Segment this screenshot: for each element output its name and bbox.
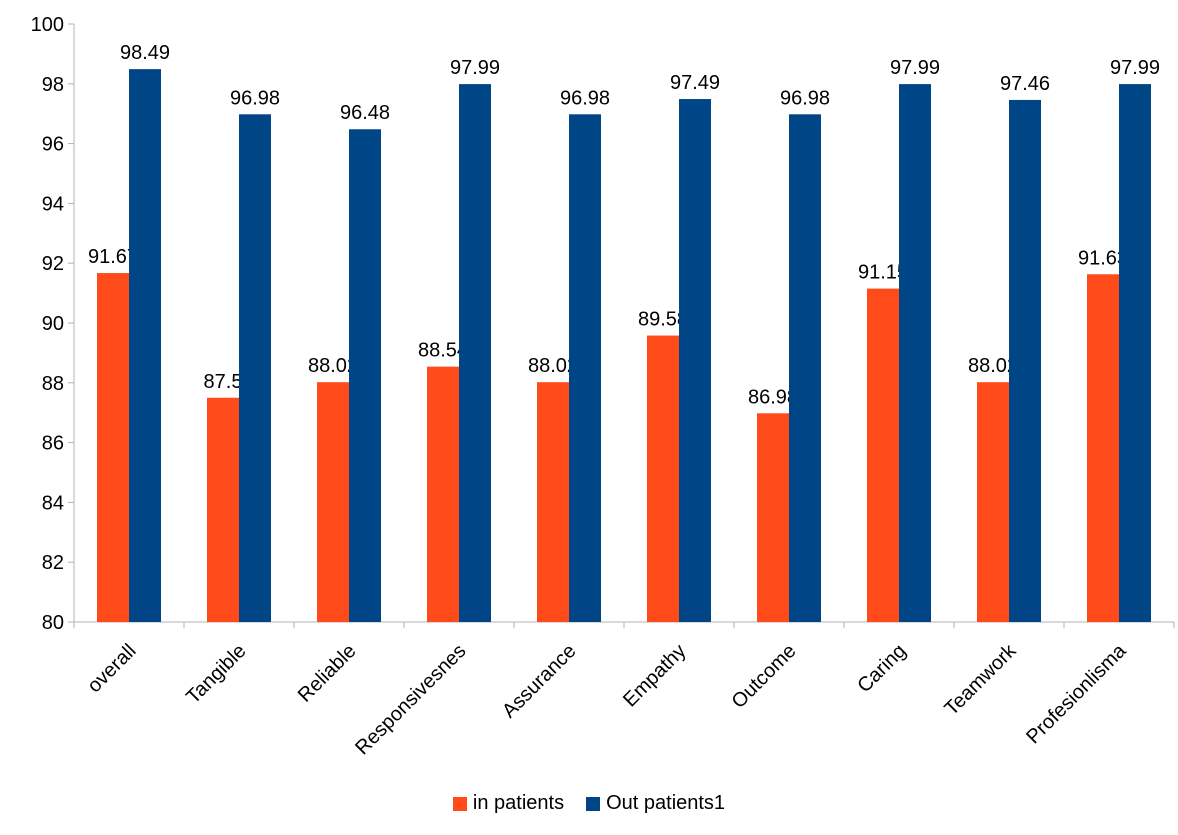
bar-out-patients-overall <box>129 69 161 623</box>
data-label: 97.99 <box>450 57 500 79</box>
x-tick-label: Profesionlisma <box>1022 639 1131 748</box>
bar-out-patients-outcome <box>789 114 821 622</box>
bar-in-patients-overall <box>97 273 129 622</box>
data-label: 97.99 <box>890 57 940 79</box>
data-label: 91.15 <box>858 262 908 284</box>
bar-out-patients-reliable <box>349 129 381 623</box>
legend-swatch-out-patients <box>586 796 601 811</box>
legend-label-out-patients: Out patients1 <box>606 792 726 814</box>
data-label: 88.02 <box>308 355 358 377</box>
bar-out-patients-tangible <box>239 114 271 622</box>
x-tick-label: Teamwork <box>941 639 1022 720</box>
y-tick-label: 94 <box>42 193 64 215</box>
x-tick-label: Outcome <box>728 640 801 713</box>
y-tick-label: 96 <box>42 134 64 156</box>
data-label: 89.58 <box>638 309 688 331</box>
data-label: 88.02 <box>528 355 578 377</box>
legend-swatch-in-patients <box>452 796 467 811</box>
data-label: 96.98 <box>230 87 280 109</box>
y-tick-label: 100 <box>31 14 64 36</box>
legend-item-in-patients: in patients <box>452 792 565 815</box>
x-tick-label: Reliable <box>294 640 361 707</box>
data-label: 97.99 <box>1110 57 1160 79</box>
bar-chart: 80 82 84 86 88 90 92 94 96 98 100 91.67 98.49 overall… <box>31 14 1175 759</box>
bar-out-patients-profesionlisma <box>1119 84 1151 622</box>
y-tick-label: 86 <box>42 433 64 455</box>
bar-out-patients-empathy <box>679 99 711 622</box>
x-tick-label: Empathy <box>619 640 690 711</box>
data-label: 97.49 <box>670 72 720 94</box>
data-label: 97.46 <box>1000 73 1050 95</box>
bar-in-patients-assurance <box>537 382 569 622</box>
data-label: 96.48 <box>340 102 390 124</box>
data-label: 96.98 <box>560 87 610 109</box>
data-label: 88.02 <box>968 355 1018 377</box>
bar-in-patients-empathy <box>647 335 679 622</box>
x-tick-label: Responsivesnes <box>351 640 470 759</box>
data-label: 91.63 <box>1078 247 1128 269</box>
bar-in-patients-caring <box>867 288 899 622</box>
y-tick-label: 88 <box>42 373 64 395</box>
y-tick-label: 84 <box>42 492 64 514</box>
bar-out-patients-teamwork <box>1009 99 1041 623</box>
bar-in-patients-responsivesnes <box>427 366 459 622</box>
x-tick-label: overall <box>83 640 140 697</box>
legend-label-in-patients: in patients <box>472 792 565 814</box>
data-label: 98.49 <box>120 42 170 64</box>
y-tick-label: 98 <box>42 74 64 96</box>
x-tick-label: Caring <box>853 640 910 697</box>
y-tick-label: 90 <box>42 313 64 335</box>
x-tick-label: Tangible <box>182 640 250 708</box>
x-tick-label: Assurance <box>498 640 580 722</box>
bar-out-patients-caring <box>899 84 931 622</box>
bar-in-patients-profesionlisma <box>1087 274 1119 622</box>
bar-in-patients-outcome <box>757 413 789 622</box>
y-tick-label: 92 <box>42 253 64 275</box>
bar-out-patients-responsivesnes <box>459 84 491 622</box>
y-tick-label: 80 <box>42 612 64 634</box>
legend-item-out-patients: Out patients1 <box>586 792 725 815</box>
data-label: 96.98 <box>780 87 830 109</box>
bar-in-patients-tangible <box>207 397 239 622</box>
data-label: 88.54 <box>418 340 468 362</box>
data-label: 91.67 <box>88 246 138 268</box>
bar-out-patients-assurance <box>569 114 601 622</box>
bar-in-patients-reliable <box>317 382 349 622</box>
legend: in patients Out patients1 <box>0 792 1178 815</box>
bar-in-patients-teamwork <box>977 382 1009 622</box>
data-label: 86.98 <box>748 386 798 408</box>
data-label: 87.5 <box>204 371 243 393</box>
y-tick-label: 82 <box>42 552 64 574</box>
